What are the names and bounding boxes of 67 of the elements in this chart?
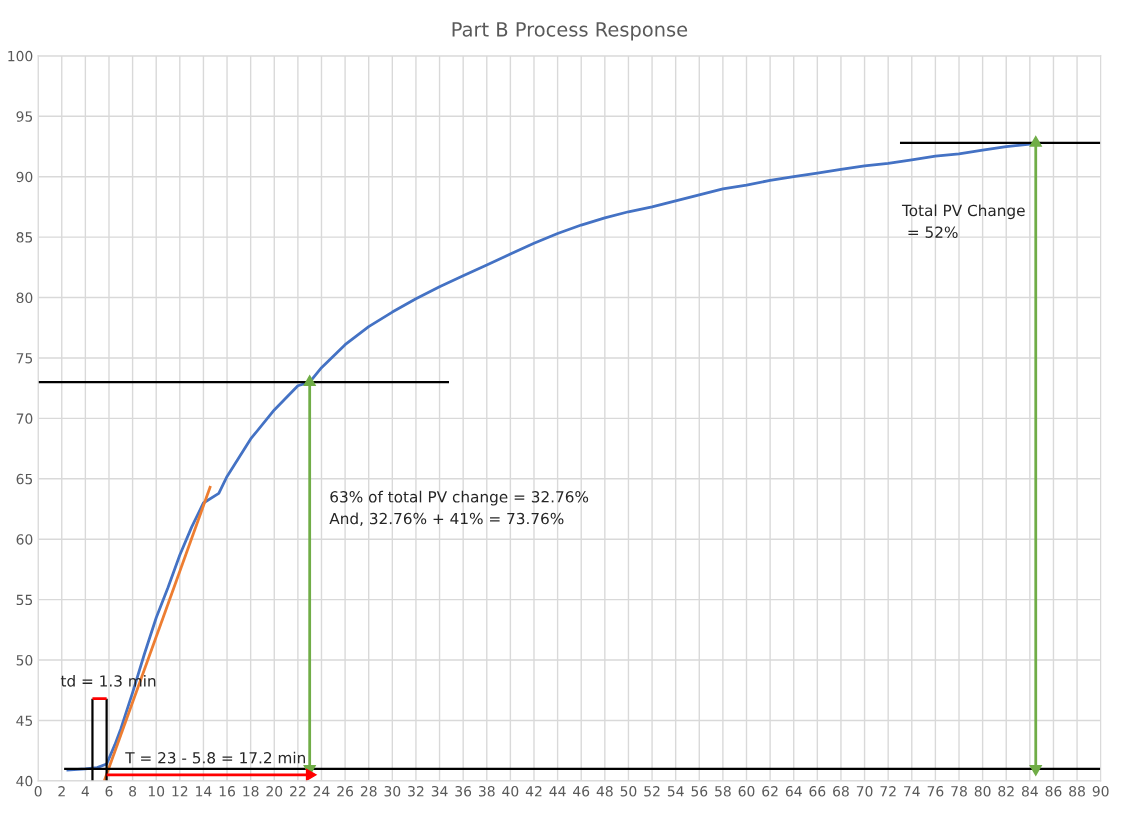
y-tick-label: 45 [16,715,33,726]
x-tick-label: 6 [105,786,113,797]
y-tick-label: 50 [16,655,33,666]
x-tick-label: 48 [596,786,613,797]
x-tick-label: 18 [243,786,259,797]
x-tick-label: 52 [644,786,660,797]
x-tick-label: 64 [785,786,802,797]
x-tick-label: 22 [290,786,306,797]
x-tick-label: 36 [455,786,472,797]
x-tick-label: 58 [715,786,731,797]
x-tick-label: 90 [1092,786,1109,797]
annotation: 63% of total PV change = 32.76% And, 32.76% + 41% = 73.76% [329,490,589,526]
x-tick-label: 86 [1045,786,1062,797]
x-tick-label: 44 [549,786,566,797]
annotation: Total PV Change = 52% [901,204,1025,238]
x-tick-label: 62 [762,786,778,797]
y-tick-label: 100 [8,50,33,62]
y-tick-label: 85 [16,232,33,243]
y-tick-label: 80 [16,292,33,304]
x-tick-label: 70 [856,786,873,797]
x-tick-label: 24 [313,786,330,797]
x-tick-label: 68 [833,786,849,797]
y-tick-label: 75 [16,353,33,364]
y-tick-label: 40 [16,775,33,787]
y-tick-label: 55 [16,594,33,606]
x-tick-label: 14 [196,786,212,797]
x-tick-label: 0 [34,786,42,797]
point [305,768,317,781]
x-tick-label: 16 [219,786,235,797]
annotation: T = 23 - 5.8 = 17.2 min [125,751,305,764]
x-tick-label: 10 [148,786,165,797]
x-tick-label: 60 [738,786,755,797]
point [1029,135,1042,147]
x-tick-label: 84 [1021,786,1038,797]
x-tick-label: 66 [809,786,826,797]
y-tick-label: 60 [16,534,33,545]
x-tick-label: 32 [408,786,424,797]
point [1029,764,1042,776]
x-tick-label: 28 [360,786,377,797]
x-tick-label: 50 [620,786,637,797]
x-tick-label: 20 [266,786,283,797]
x-tick-label: 76 [927,786,944,797]
x-tick-label: 74 [904,786,920,797]
x-tick-label: 46 [573,786,590,797]
x-tick-label: 80 [974,786,991,797]
x-tick-label: 4 [81,786,90,797]
x-tick-label: 54 [667,786,684,797]
x-tick-label: 82 [998,786,1014,797]
y-tick-label: 90 [16,171,33,183]
chart-title: Part B Process Response [452,22,688,41]
y-tick-label: 95 [16,111,33,122]
x-tick-label: 40 [502,786,519,797]
x-tick-label: 12 [172,786,188,797]
x-tick-label: 78 [951,786,967,797]
point [303,375,316,386]
x-tick-label: 34 [431,786,448,797]
x-tick-label: 88 [1069,786,1085,797]
x-tick-label: 72 [880,786,896,797]
x-tick-label: 56 [691,786,708,797]
x-tick-label: 2 [58,786,65,797]
y-tick-label: 70 [16,413,33,424]
x-tick-label: 38 [479,786,495,797]
x-tick-label: 8 [129,786,137,797]
x-tick-label: 26 [337,786,354,797]
y-tick-label: 65 [16,473,33,485]
x-tick-label: 42 [525,786,542,797]
x-tick-label: 30 [384,786,401,797]
